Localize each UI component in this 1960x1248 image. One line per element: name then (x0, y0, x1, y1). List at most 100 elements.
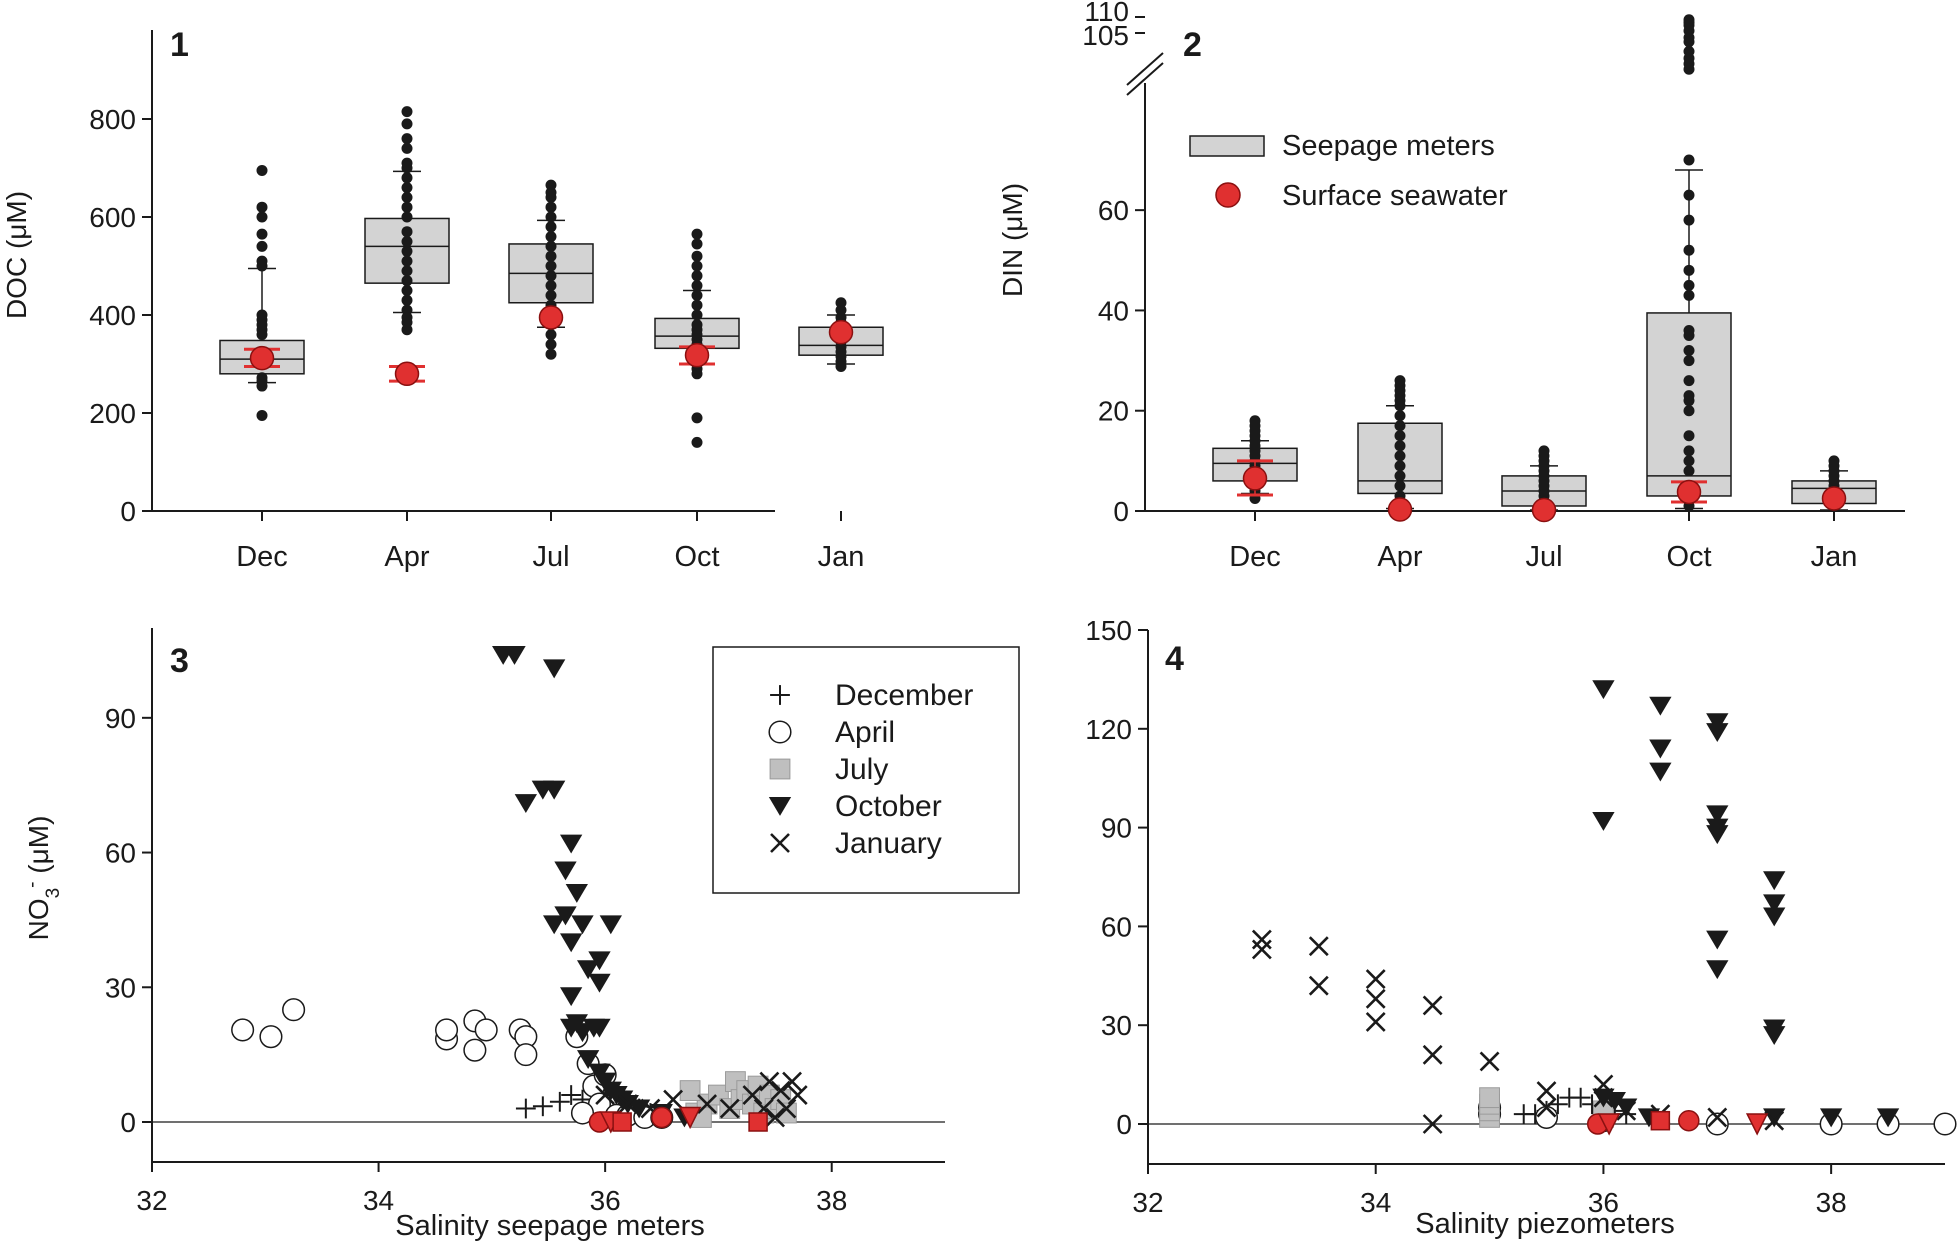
y-tick-label: 40 (1098, 295, 1129, 326)
outlier-point-1-3 (1394, 470, 1406, 482)
y-tick-label: 0 (1116, 1109, 1132, 1140)
x-tick-label-jul: Jul (1525, 541, 1562, 573)
outlier-point-3-17 (691, 270, 703, 282)
outlier-point-3-1 (691, 412, 703, 424)
outlier-point-3-13 (691, 309, 703, 321)
january-point-7 (759, 1071, 780, 1092)
january-point-10 (787, 1085, 808, 1105)
october-point-10 (543, 915, 566, 935)
january-point-14 (1593, 1087, 1614, 1108)
january-point-1 (617, 1094, 638, 1114)
x-tick-label: 32 (136, 1185, 167, 1216)
legend-april-label: April (835, 716, 895, 749)
y-tick-label: 60 (1101, 911, 1132, 942)
y-tick-label: 60 (1098, 195, 1129, 226)
october-point-4 (1649, 762, 1672, 782)
january-point-4 (697, 1094, 718, 1114)
x-tick-label: 38 (1816, 1187, 1847, 1218)
outlier-point-3-0 (691, 436, 703, 448)
october-point-9 (565, 883, 588, 903)
january-point-3 (1308, 975, 1329, 996)
legend-july-label: July (835, 753, 888, 786)
panel-3-legend: December April July October January (712, 646, 1020, 894)
panel-2-label: 2 (1183, 26, 1202, 64)
january-point-6 (1365, 1011, 1386, 1032)
october-point-7 (1706, 805, 1729, 825)
outlier-point-3-9 (1683, 390, 1695, 402)
april-point-2 (1534, 1105, 1559, 1129)
outlier-point-3-31 (1683, 14, 1695, 26)
outlier-point-2-11 (1538, 445, 1550, 457)
october-point-9 (1706, 825, 1729, 845)
april-point-6 (463, 1038, 487, 1062)
outlier-point-1-6 (401, 275, 413, 287)
october-point-11 (559, 933, 583, 953)
october-point-5 (543, 780, 566, 800)
x-tick-label-apr: Apr (1377, 541, 1422, 573)
october-point-19 (1615, 1098, 1638, 1118)
panel-2-din-boxplot: 2 DIN (μM) Seepage meters Surface seawat… (997, 0, 1905, 573)
x-tick-label: 32 (1132, 1187, 1163, 1218)
outlier-point-3-10 (1683, 375, 1695, 387)
x-tick-label: 38 (816, 1185, 847, 1216)
outlier-point-0-15 (1249, 415, 1261, 427)
october-point-21 (588, 1018, 611, 1038)
legend-december-label: December (835, 679, 973, 712)
october-point-6 (559, 834, 583, 854)
january-point-5 (719, 1098, 740, 1119)
x-tick-label-dec: Dec (1229, 541, 1281, 573)
y-tick-label: 0 (1113, 496, 1129, 527)
outlier-point-0-3 (256, 372, 268, 384)
january-point-12 (1536, 1097, 1557, 1118)
outlier-point-3-5 (1683, 445, 1695, 457)
panel-1-doc-boxplot: 1 DOC (μM) 0 200 400 600 800 Dec Apr Jul Oct Jan (1, 26, 884, 573)
outlier-point-3-18 (691, 260, 703, 272)
january-point-7-b (759, 1071, 780, 1092)
x-tick-label-jul: Jul (532, 541, 569, 573)
outlier-point-2-11 (545, 240, 557, 252)
outlier-point-4-9 (1828, 455, 1840, 467)
outlier-point-0-5 (256, 255, 268, 267)
october-point-21 (1763, 1108, 1786, 1128)
october-point-23 (1876, 1108, 1900, 1128)
panel-2-legend: Seepage meters Surface seawater (1189, 130, 1508, 212)
panel-3-y-axis-label: NO3- (μM) (22, 816, 64, 941)
december-point-0 (515, 1098, 536, 1119)
outlier-point-1-7 (401, 265, 413, 277)
january-point-5 (1365, 988, 1386, 1009)
outlier-point-1-9 (1394, 410, 1406, 422)
april-point-4 (1705, 1112, 1729, 1136)
outlier-point-3-16 (691, 280, 703, 292)
october-point-22 (565, 1014, 588, 1034)
legend-marker-square (769, 758, 791, 780)
october-point-8 (554, 906, 577, 926)
january-point-9 (776, 1098, 797, 1119)
outlier-point-1-6 (1394, 440, 1406, 452)
x-tick-label-jan: Jan (818, 541, 865, 573)
x-tick-label-oct: Oct (674, 541, 719, 573)
y-tick-label: 400 (89, 300, 136, 331)
april-point-0 (231, 1018, 255, 1042)
outlier-point-3-11 (1683, 355, 1695, 367)
october-point-3 (514, 794, 538, 814)
december-point-3 (561, 1085, 582, 1105)
panel-3-x-axis-label: Salinity seepage meters (395, 1210, 705, 1242)
april-point-10 (514, 1043, 538, 1067)
legend-marker-triangle-down (768, 797, 792, 816)
y-tick-label-upper: 105 (1082, 20, 1129, 51)
outlier-point-1-5 (1394, 450, 1406, 462)
october-point-16 (588, 951, 611, 971)
seawater-triangle-1 (1597, 1113, 1621, 1136)
y-tick-label: 120 (1085, 714, 1132, 745)
october-point-23 (576, 1050, 600, 1070)
outlier-point-1-2 (1394, 480, 1406, 492)
outlier-point-1-8 (1394, 420, 1406, 432)
january-point-12-b (1536, 1097, 1557, 1118)
seawater-point-3 (684, 342, 710, 368)
legend-seepage-label: Seepage meters (1282, 130, 1495, 162)
april-point-7 (1933, 1112, 1957, 1136)
y-tick-label: 30 (1101, 1010, 1132, 1041)
january-point-18 (1764, 1110, 1785, 1131)
october-point-12 (1763, 871, 1786, 891)
seawater-point-1 (1387, 497, 1413, 522)
